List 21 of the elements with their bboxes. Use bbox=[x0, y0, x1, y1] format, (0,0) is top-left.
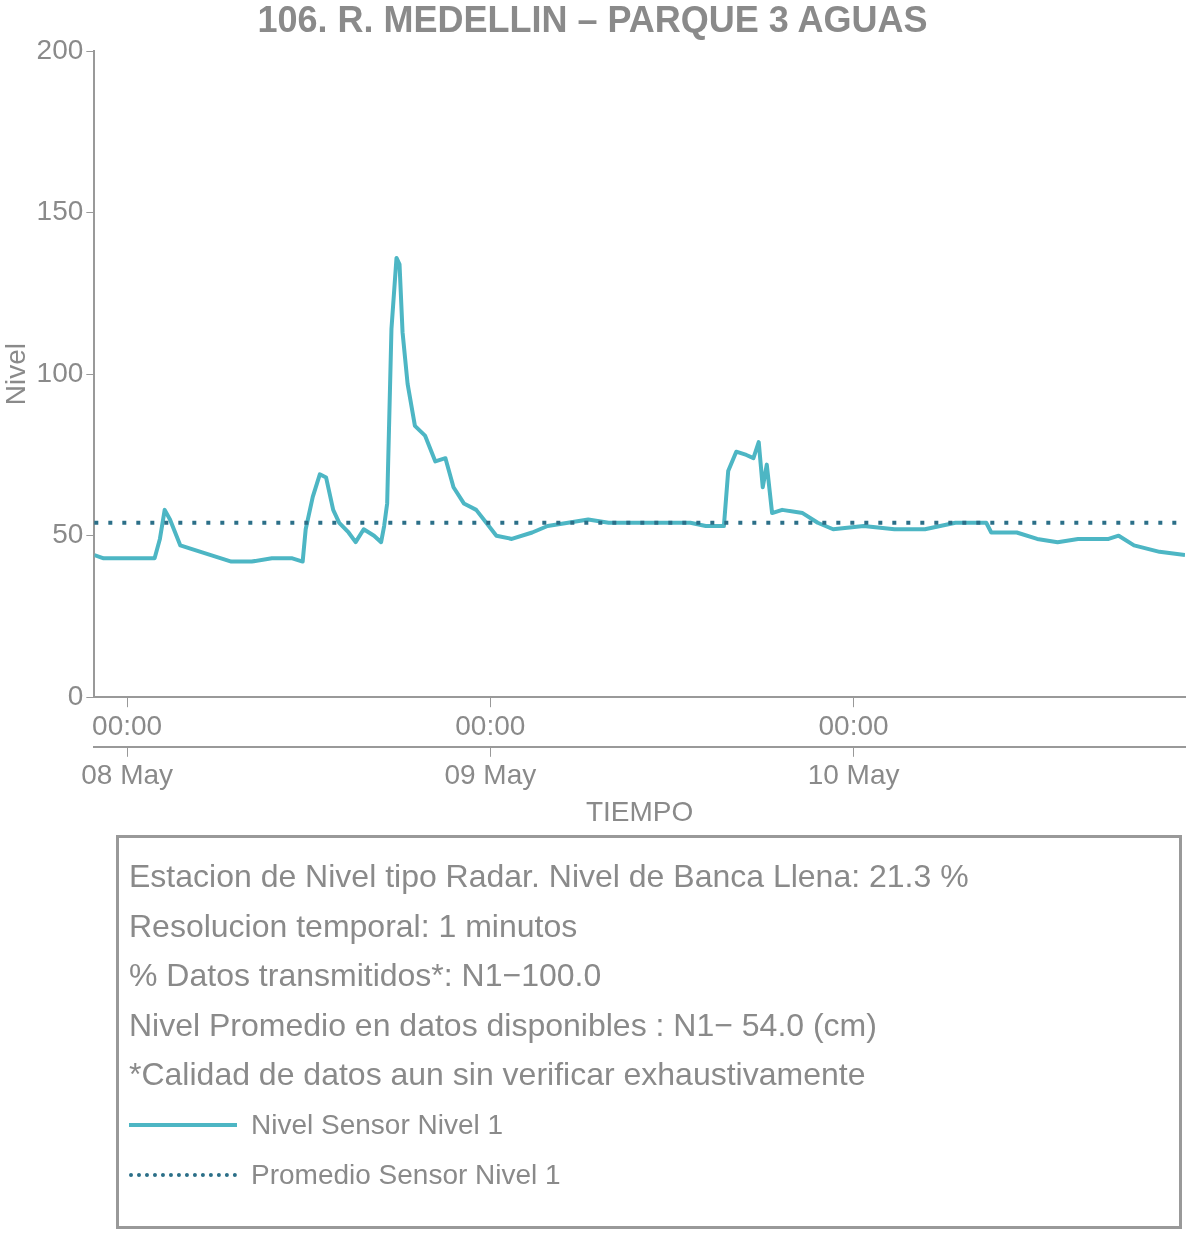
y-axis-title: Nivel bbox=[0, 343, 31, 406]
chart-title: 106. R. MEDELLIN – PARQUE 3 AGUAS bbox=[257, 0, 928, 40]
x2-tick-label: 09 May bbox=[444, 759, 537, 791]
x2-tick-label: 10 May bbox=[807, 759, 900, 791]
x-tick-label: 00:00 bbox=[455, 709, 526, 741]
x-tick-label: 00:00 bbox=[818, 709, 889, 741]
x2-tick-label: 08 May bbox=[81, 759, 174, 791]
y-tick-label: 200 bbox=[36, 33, 84, 65]
x-axis-title: TIEMPO bbox=[585, 795, 694, 827]
y-tick-label: 0 bbox=[67, 679, 84, 711]
text: Nivel Promedio en datos disponibles : N1− 54.0 (cm) bbox=[129, 1005, 878, 1045]
text: % Datos transmitidos*: N1−100.0 bbox=[129, 956, 603, 995]
x-tick-label: 00:00 bbox=[92, 709, 163, 741]
text: Resolucion temporal: 1 minutos bbox=[129, 906, 579, 946]
y-tick-label: 150 bbox=[36, 195, 84, 227]
legend-label: Nivel Sensor Nivel 1 bbox=[251, 1108, 504, 1141]
y-tick-label: 100 bbox=[36, 356, 84, 388]
text: Estacion de Nivel tipo Radar. Nivel de Banca Llena: 21.3 % bbox=[129, 857, 970, 896]
y-tick-label: 50 bbox=[52, 518, 84, 550]
text: *Calidad de datos aun sin verificar exhaustivamente bbox=[129, 1055, 867, 1094]
legend-label: Promedio Sensor Nivel 1 bbox=[251, 1158, 561, 1191]
